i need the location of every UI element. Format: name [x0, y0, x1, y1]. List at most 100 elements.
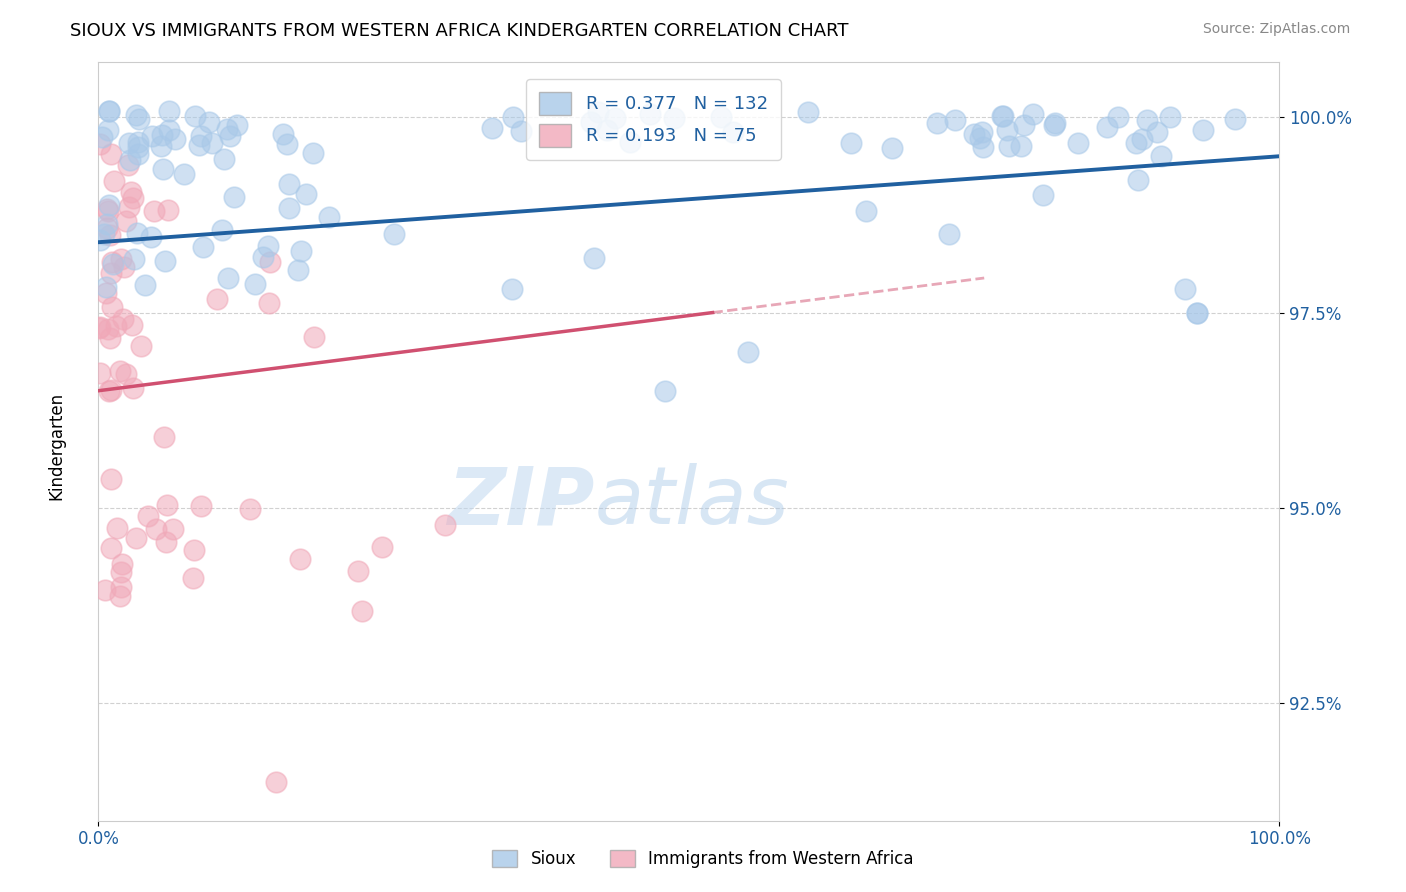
Point	[352, 604, 374, 618]
Point	[128, 112, 150, 127]
Point	[1010, 138, 1032, 153]
Text: ZIP: ZIP	[447, 463, 595, 541]
Point	[1130, 132, 1153, 146]
Point	[723, 125, 745, 139]
Point	[259, 254, 281, 268]
Point	[302, 145, 325, 160]
Point	[1146, 125, 1168, 139]
Point	[1095, 120, 1118, 135]
Legend: Sioux, Immigrants from Western Africa: Sioux, Immigrants from Western Africa	[485, 843, 921, 875]
Point	[156, 498, 179, 512]
Point	[100, 472, 122, 486]
Point	[115, 367, 138, 381]
Point	[1185, 305, 1208, 319]
Point	[619, 135, 641, 149]
Point	[1125, 136, 1147, 151]
Point	[586, 104, 609, 119]
Point	[995, 123, 1018, 137]
Point	[94, 285, 117, 300]
Point	[162, 522, 184, 536]
Text: Kindergarten: Kindergarten	[48, 392, 65, 500]
Point	[153, 253, 176, 268]
Point	[115, 214, 138, 228]
Text: Source: ZipAtlas.com: Source: ZipAtlas.com	[1202, 22, 1350, 37]
Point	[98, 384, 121, 398]
Point	[89, 137, 111, 152]
Point	[125, 531, 148, 545]
Point	[117, 158, 139, 172]
Point	[104, 318, 127, 333]
Point	[131, 339, 153, 353]
Point	[638, 107, 661, 121]
Point	[991, 109, 1014, 123]
Point	[1107, 110, 1129, 124]
Point	[89, 233, 111, 247]
Point	[997, 139, 1019, 153]
Point	[224, 190, 246, 204]
Point	[290, 552, 312, 566]
Point	[191, 240, 214, 254]
Point	[509, 124, 531, 138]
Point	[141, 129, 163, 144]
Point	[1159, 110, 1181, 124]
Point	[110, 565, 132, 579]
Point	[205, 292, 228, 306]
Point	[96, 221, 118, 235]
Point	[122, 191, 145, 205]
Point	[112, 260, 135, 274]
Point	[100, 146, 122, 161]
Point	[969, 130, 991, 145]
Point	[120, 153, 142, 167]
Point	[89, 320, 111, 334]
Point	[991, 109, 1014, 123]
Point	[127, 135, 149, 149]
Point	[201, 136, 224, 151]
Point	[796, 104, 818, 119]
Point	[278, 201, 301, 215]
Point	[143, 204, 166, 219]
Point	[239, 502, 262, 516]
Point	[271, 127, 294, 141]
Point	[481, 121, 503, 136]
Point	[103, 257, 125, 271]
Point	[93, 227, 115, 241]
Point	[257, 296, 280, 310]
Point	[121, 382, 143, 396]
Point	[173, 167, 195, 181]
Point	[1043, 116, 1066, 130]
Point	[217, 271, 239, 285]
Point	[163, 132, 186, 146]
Point	[257, 239, 280, 253]
Point	[1066, 136, 1088, 150]
Point	[1126, 172, 1149, 186]
Point	[96, 280, 118, 294]
Point	[110, 252, 132, 267]
Point	[219, 128, 242, 143]
Point	[1225, 112, 1247, 126]
Point	[1192, 123, 1215, 137]
Point	[217, 122, 239, 136]
Point	[245, 277, 267, 292]
Point	[287, 263, 309, 277]
Point	[1021, 107, 1043, 121]
Point	[970, 125, 993, 139]
Point	[157, 123, 180, 137]
Point	[89, 366, 111, 380]
Point	[93, 582, 115, 597]
Point	[121, 318, 143, 333]
Point	[103, 174, 125, 188]
Point	[1012, 118, 1035, 132]
Point	[190, 129, 212, 144]
Point	[596, 123, 619, 137]
Point	[138, 508, 160, 523]
Point	[96, 202, 118, 217]
Point	[579, 115, 602, 129]
Point	[502, 110, 524, 124]
Point	[145, 522, 167, 536]
Point	[134, 278, 156, 293]
Point	[198, 114, 221, 128]
Point	[111, 557, 134, 571]
Point	[108, 364, 131, 378]
Point	[1185, 305, 1208, 319]
Point	[927, 116, 949, 130]
